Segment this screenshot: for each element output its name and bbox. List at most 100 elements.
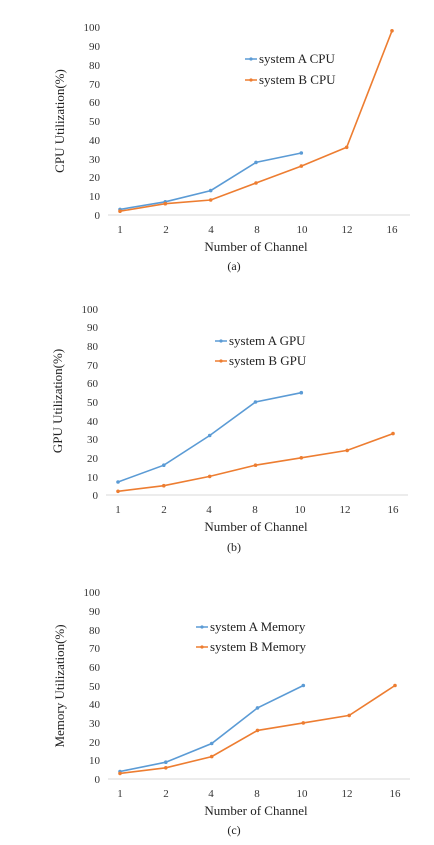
- data-point-b: [208, 198, 213, 202]
- x-tick-labels: 1 2 4 8 10 12 16: [117, 788, 401, 800]
- legend-label-series-a: system A CPU: [259, 51, 335, 66]
- y-tick-label: 0: [95, 774, 101, 786]
- y-tick-label: 20: [89, 172, 101, 184]
- x-tick-label: 8: [254, 224, 260, 236]
- y-tick-label: 10: [89, 755, 101, 767]
- legend-dot-series-b: [249, 78, 253, 82]
- x-tick-label: 1: [117, 224, 123, 236]
- y-tick-label: 80: [89, 625, 101, 637]
- y-tick-labels: 0 10 20 30 40 50 60 70 80 90 100: [84, 587, 101, 786]
- caption: (b): [227, 540, 241, 554]
- data-point-a: [253, 400, 258, 404]
- data-point-b: [299, 164, 304, 168]
- x-tick-label: 12: [342, 224, 353, 236]
- data-point-b: [301, 721, 306, 725]
- legend-label-series-a: system A GPU: [229, 333, 306, 348]
- x-tick-label: 1: [117, 788, 123, 800]
- y-axis-title: Memory Utilization(%): [52, 624, 67, 747]
- x-axis-title: Number of Channel: [204, 519, 308, 534]
- legend-dot-series-a: [249, 57, 253, 61]
- y-tick-label: 10: [87, 472, 99, 484]
- x-tick-label: 2: [163, 224, 169, 236]
- legend-dot-series-a: [200, 625, 204, 629]
- chart-memory: 0 10 20 30 40 50 60 70 80 90 100 1 2 4 8…: [52, 587, 410, 837]
- caption: (a): [227, 259, 240, 273]
- caption: (c): [227, 823, 240, 837]
- y-axis-title: CPU Utilization(%): [52, 69, 67, 173]
- chart-cpu: 0 10 20 30 40 50 60 70 80 90 100 1 2 4 8…: [52, 22, 410, 273]
- y-tick-label: 60: [87, 378, 99, 390]
- y-tick-label: 0: [93, 490, 99, 502]
- y-tick-label: 40: [87, 416, 99, 428]
- x-tick-label: 1: [115, 504, 121, 516]
- data-point-b: [299, 456, 304, 460]
- y-tick-label: 90: [87, 322, 99, 334]
- data-point-b: [254, 181, 258, 185]
- y-tick-labels: 0 10 20 30 40 50 60 70 80 90 100: [84, 22, 101, 222]
- legend-label-series-a: system A Memory: [210, 619, 306, 634]
- x-tick-label: 2: [163, 788, 169, 800]
- y-axis-title: GPU Utilization(%): [50, 349, 65, 453]
- data-point-b: [393, 683, 397, 688]
- data-point-a: [299, 151, 304, 155]
- y-tick-label: 20: [89, 737, 101, 749]
- plot-marks: [118, 683, 397, 776]
- y-tick-label: 20: [87, 453, 99, 465]
- x-tick-label: 16: [387, 224, 399, 236]
- y-tick-label: 50: [87, 397, 99, 409]
- data-point-b: [209, 754, 214, 759]
- chart-gpu: 0 10 20 30 40 50 60 70 80 90 100 1 2 4 8…: [50, 304, 408, 554]
- x-tick-label: 4: [208, 224, 214, 236]
- data-point-b: [163, 201, 168, 206]
- x-tick-label: 10: [297, 788, 309, 800]
- legend-label-series-b: system B Memory: [210, 639, 307, 654]
- data-point-b: [255, 728, 260, 733]
- y-tick-label: 10: [89, 191, 101, 203]
- series-line-a: [119, 684, 304, 773]
- data-point-b: [390, 29, 394, 33]
- data-point-a: [208, 188, 213, 193]
- data-point-a: [209, 741, 214, 746]
- y-tick-label: 60: [89, 97, 101, 109]
- x-tick-label: 10: [295, 504, 307, 516]
- data-point-a: [116, 480, 120, 484]
- data-point-b: [347, 713, 352, 718]
- plot-marks: [118, 29, 394, 213]
- data-point-a: [254, 160, 258, 165]
- legend: system A GPU system B GPU: [215, 333, 307, 368]
- y-tick-label: 50: [89, 116, 101, 128]
- y-tick-label: 60: [89, 662, 101, 674]
- x-tick-labels: 1 2 4 8 10 12 16: [117, 224, 398, 236]
- plot-marks: [116, 390, 395, 494]
- legend-dot-series-a: [219, 339, 223, 343]
- y-tick-label: 40: [89, 135, 101, 147]
- x-tick-label: 8: [254, 788, 260, 800]
- series-line-a: [117, 391, 302, 483]
- data-point-b: [344, 145, 349, 150]
- y-tick-label: 70: [87, 360, 99, 372]
- data-point-a: [162, 463, 166, 468]
- legend: system A Memory system B Memory: [196, 619, 307, 654]
- data-point-b: [391, 431, 395, 436]
- data-point-a: [255, 706, 260, 710]
- x-tick-labels: 1 2 4 8 10 12 16: [115, 504, 399, 516]
- x-tick-label: 4: [206, 504, 212, 516]
- data-point-a: [164, 760, 168, 764]
- data-point-b: [162, 483, 166, 488]
- series-line-b: [117, 432, 394, 493]
- x-axis-title: Number of Channel: [204, 239, 308, 254]
- x-tick-label: 4: [208, 788, 214, 800]
- data-point-b: [253, 463, 258, 468]
- x-tick-label: 10: [297, 224, 309, 236]
- y-tick-label: 80: [87, 341, 99, 353]
- x-tick-label: 12: [342, 788, 353, 800]
- x-tick-label: 12: [340, 504, 351, 516]
- legend: system A CPU system B CPU: [245, 51, 336, 87]
- y-tick-label: 90: [89, 41, 101, 53]
- y-tick-label: 50: [89, 681, 101, 693]
- x-tick-label: 2: [161, 504, 167, 516]
- y-tick-label: 70: [89, 643, 101, 655]
- y-tick-label: 100: [82, 304, 99, 316]
- y-tick-label: 80: [89, 60, 101, 72]
